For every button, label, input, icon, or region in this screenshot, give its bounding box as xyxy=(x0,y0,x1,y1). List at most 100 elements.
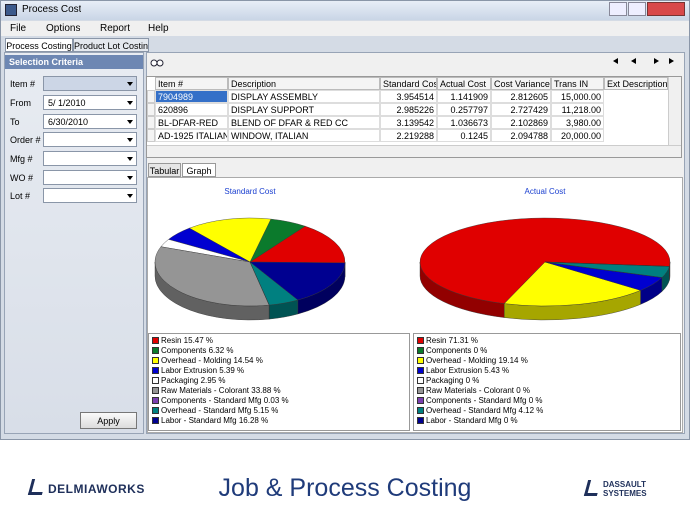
dropdown-arrow[interactable] xyxy=(127,138,133,142)
pie-slice xyxy=(188,217,272,263)
legend-label: Raw Materials - Colorant 0 % xyxy=(426,386,531,395)
dropdown-arrow[interactable] xyxy=(127,120,133,124)
graph-title: Actual Cost xyxy=(525,187,567,196)
menu-item[interactable]: Options xyxy=(46,23,81,34)
dropdown-arrow[interactable] xyxy=(127,101,133,105)
cell[interactable]: WINDOW, ITALIAN xyxy=(228,129,380,142)
column-header: Description xyxy=(228,77,380,90)
main-tab[interactable]: Process Costing xyxy=(5,38,73,52)
minimize-button[interactable] xyxy=(609,2,627,16)
apply-button[interactable]: Apply xyxy=(80,412,137,429)
legend-label: Packaging 2.95 % xyxy=(161,376,226,385)
legend-swatch xyxy=(417,397,424,404)
cell[interactable]: 3,980.00 xyxy=(551,116,604,129)
field-input[interactable] xyxy=(43,170,137,185)
maximize-button[interactable] xyxy=(628,2,646,16)
cell[interactable]: 3.139542 xyxy=(380,116,437,129)
criteria-header: Selection Criteria xyxy=(5,55,143,69)
cell[interactable]: DISPLAY ASSEMBLY xyxy=(228,90,380,103)
field-input[interactable] xyxy=(43,132,137,147)
cell[interactable]: 2.102869 xyxy=(491,116,551,129)
menu-item[interactable]: Help xyxy=(148,23,169,34)
h-scrollbar[interactable] xyxy=(147,145,681,157)
field-label: Item # xyxy=(10,79,36,89)
graph-canvas: Standard Cost Actual Cost xyxy=(154,187,671,321)
column-header: Item # xyxy=(155,77,228,90)
cell[interactable]: 0.1245 xyxy=(437,129,491,142)
legend-swatch xyxy=(417,377,424,384)
field-input[interactable] xyxy=(43,76,137,91)
cell[interactable]: 1.036673 xyxy=(437,116,491,129)
legend-label: Overhead - Standard Mfg 4.12 % xyxy=(426,406,544,415)
right-logo-1: DASSAULT xyxy=(603,480,646,489)
field-input[interactable] xyxy=(43,151,137,166)
field-label: Lot # xyxy=(10,191,31,201)
cell[interactable]: 2.094788 xyxy=(491,129,551,142)
field-label: Order # xyxy=(10,135,41,145)
pie-slice xyxy=(249,261,346,301)
cell[interactable]: 2.812605 xyxy=(491,90,551,103)
cell[interactable]: 11,218.00 xyxy=(551,103,604,116)
close-button[interactable] xyxy=(647,2,685,16)
dropdown-arrow[interactable] xyxy=(127,194,133,198)
cell[interactable]: 15,000.00 xyxy=(551,90,604,103)
cell[interactable]: 2.219288 xyxy=(380,129,437,142)
legend-swatch xyxy=(417,357,424,364)
cell[interactable]: AD-1925 ITALIAN xyxy=(155,129,228,142)
graph-title: Standard Cost xyxy=(224,187,276,196)
search-icon[interactable] xyxy=(156,59,164,67)
legend-swatch xyxy=(417,367,424,374)
cell[interactable]: 1.141909 xyxy=(437,90,491,103)
main-tab[interactable]: Product Lot Costing xyxy=(73,38,149,52)
dropdown-arrow[interactable] xyxy=(127,176,133,180)
cell[interactable]: DISPLAY SUPPORT xyxy=(228,103,380,116)
menu-item[interactable]: Report xyxy=(100,23,131,34)
legend-label: Overhead - Standard Mfg 5.15 % xyxy=(161,406,279,415)
title-bar xyxy=(1,1,689,20)
search-icon[interactable] xyxy=(150,59,158,67)
last-button[interactable] xyxy=(669,58,674,64)
field-input[interactable] xyxy=(43,114,137,129)
legend-swatch xyxy=(152,407,159,414)
cell[interactable]: 620896 xyxy=(155,103,228,116)
legend-swatch xyxy=(152,387,159,394)
legend-label: Labor Extrusion 5.43 % xyxy=(426,366,510,375)
cell[interactable]: 0.257797 xyxy=(437,103,491,116)
legend-swatch xyxy=(152,377,159,384)
cell[interactable]: 3.954514 xyxy=(380,90,437,103)
field-input[interactable] xyxy=(43,188,137,203)
v-scrollbar[interactable] xyxy=(668,77,681,145)
legend-swatch xyxy=(417,407,424,414)
legend-label: Raw Materials - Colorant 33.88 % xyxy=(161,386,281,395)
cell[interactable]: BLEND OF DFAR & RED CC xyxy=(228,116,380,129)
legend-swatch xyxy=(417,417,424,424)
prev-button[interactable] xyxy=(631,58,636,64)
cell[interactable]: 20,000.00 xyxy=(551,129,604,142)
dropdown-arrow[interactable] xyxy=(127,157,133,161)
cell[interactable]: 7904989 xyxy=(155,90,228,103)
dropdown-arrow[interactable] xyxy=(127,82,133,86)
field-input[interactable] xyxy=(43,95,137,110)
cell[interactable]: BL-DFAR-RED xyxy=(155,116,228,129)
legend-label: Resin 71.31 % xyxy=(426,336,479,345)
menu-bar xyxy=(1,21,689,36)
cell[interactable]: 2.985226 xyxy=(380,103,437,116)
view-tab[interactable]: Graph xyxy=(182,163,216,177)
app-icon xyxy=(5,4,17,16)
next-button[interactable] xyxy=(654,58,659,64)
right-logo-2: SYSTEMES xyxy=(603,489,647,498)
pie-slice xyxy=(249,225,346,264)
legend-swatch xyxy=(152,337,159,344)
legend-swatch xyxy=(152,417,159,424)
cell[interactable]: 2.727429 xyxy=(491,103,551,116)
legend-label: Packaging 0 % xyxy=(426,376,480,385)
legend-label: Components 0 % xyxy=(426,346,488,355)
legend-swatch xyxy=(152,357,159,364)
legend-swatch xyxy=(417,347,424,354)
legend-label: Labor - Standard Mfg 0 % xyxy=(426,416,518,425)
menu-item[interactable]: File xyxy=(10,23,27,34)
first-button[interactable] xyxy=(613,58,618,64)
view-tab[interactable]: Tabular xyxy=(148,163,181,177)
legend-label: Labor - Standard Mfg 16.28 % xyxy=(161,416,269,425)
